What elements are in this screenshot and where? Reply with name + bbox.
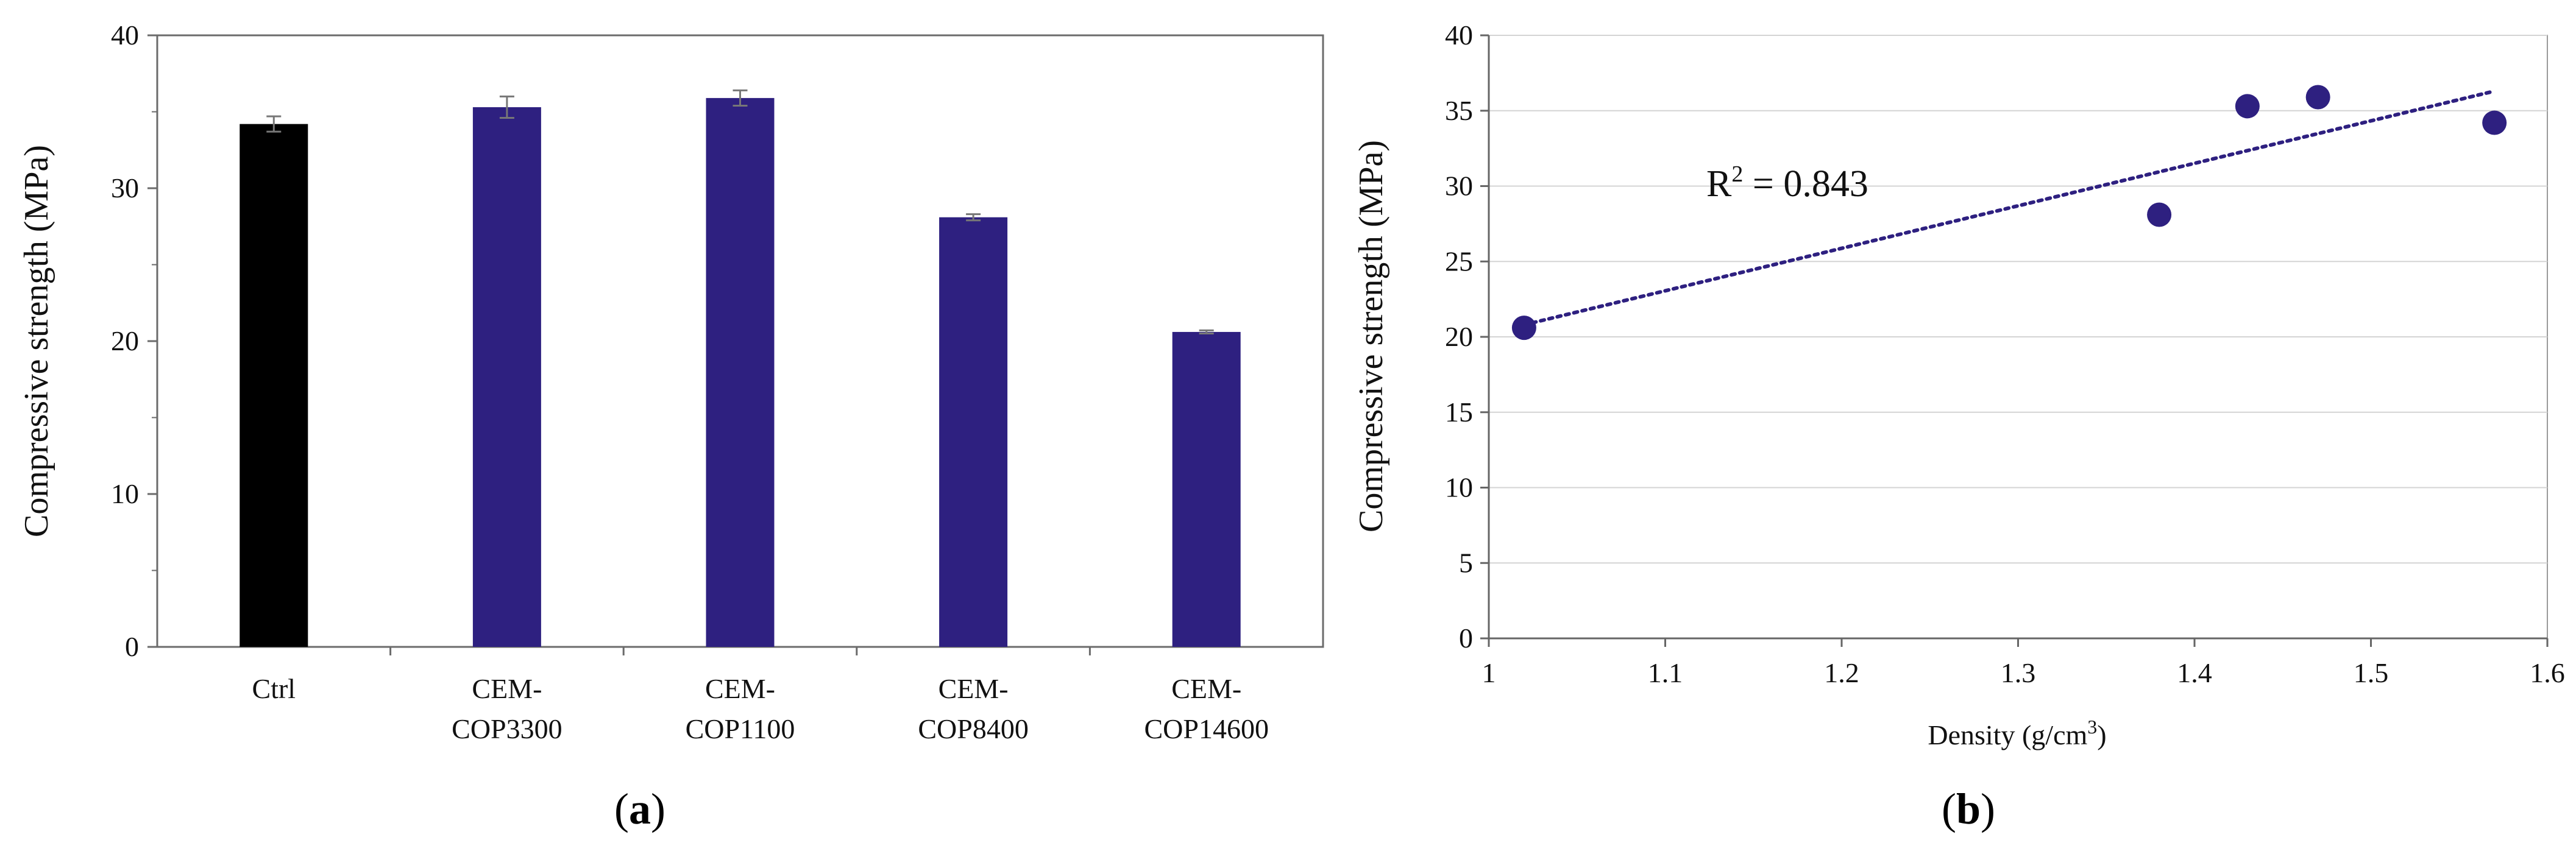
- bar: [472, 107, 541, 648]
- scatter-point: [1511, 316, 1536, 341]
- y-tick-label-b: 10: [1445, 472, 1473, 503]
- x-tick-label-a: CEM-: [472, 673, 542, 704]
- grid-b: [1488, 35, 2547, 640]
- x-tick-label-a: CEM-: [705, 673, 775, 704]
- x-tick-label-b: 1: [1482, 657, 1496, 688]
- x-tick-label-a: COP14600: [1144, 713, 1268, 744]
- bars-a: [240, 89, 1241, 648]
- x-tick-label-a: Ctrl: [252, 673, 296, 704]
- y-tick-label-b: 25: [1445, 245, 1473, 277]
- x-tick-label-a: CEM-: [939, 673, 1009, 704]
- bar: [939, 217, 1008, 647]
- scatter-chart-panel-b: 0 5 10 15 20 25 30 35 40 1 1.1 1.2 1.3 1.4 1.5 1.6 R2 …: [1352, 19, 2565, 833]
- x-tick-label-b: 1.5: [2354, 657, 2389, 688]
- y-tick-label-b: 15: [1445, 397, 1473, 428]
- bar: [706, 97, 775, 647]
- bar: [1172, 331, 1241, 647]
- x-axis-title-b: Density (g/cm3): [1928, 716, 2106, 750]
- bar-chart-panel-a: 0 10 20 30 40 Ctrl CEM- COP3300 CEM- COP1100 CEM-…: [18, 19, 1324, 833]
- y-ticks-b: 0 5 10 15 20 25 30 35 40: [1445, 19, 1489, 654]
- y-tick-label-a: 30: [111, 172, 139, 203]
- y-tick-label-b: 5: [1459, 547, 1473, 578]
- y-tick-label-b: 30: [1445, 171, 1473, 202]
- x-tick-label-a: CEM-: [1171, 673, 1241, 704]
- scatter-point: [2305, 85, 2330, 110]
- x-tick-label-b: 1.3: [2001, 657, 2036, 688]
- y-tick-label-b: 35: [1445, 95, 1473, 126]
- trendline-b: [1522, 89, 2497, 327]
- bar: [240, 124, 308, 647]
- x-tick-label-a: COP3300: [452, 713, 562, 744]
- y-tick-label-b: 20: [1445, 321, 1473, 352]
- x-tick-label-b: 1.6: [2530, 657, 2565, 688]
- x-tick-label-b: 1.4: [2177, 657, 2212, 688]
- y-axis-title-b: Compressive strength (MPa): [1352, 140, 1390, 532]
- x-tick-label-a: COP8400: [918, 713, 1028, 744]
- y-tick-label-a: 20: [111, 325, 139, 356]
- y-ticks-a: 0 10 20 30 40: [111, 19, 157, 662]
- panel-label-a: (a): [614, 785, 665, 833]
- points-b: [1511, 85, 2507, 341]
- y-tick-label-b: 0: [1459, 623, 1473, 654]
- x-ticks-a: Ctrl CEM- COP3300 CEM- COP1100 CEM- COP8400 CEM…: [252, 647, 1269, 744]
- x-tick-label-a: COP1100: [686, 713, 795, 744]
- scatter-point: [2235, 94, 2260, 119]
- y-tick-label-a: 10: [111, 478, 139, 509]
- panel-label-b: (b): [1942, 785, 1995, 833]
- y-tick-label-a: 0: [125, 631, 139, 662]
- r-squared-annotation: R2 = 0.843: [1706, 161, 1868, 205]
- y-tick-label-b: 40: [1445, 19, 1473, 51]
- y-axis-title-a: Compressive strength (MPa): [18, 145, 55, 537]
- x-tick-label-b: 1.1: [1648, 657, 1683, 688]
- x-tick-label-b: 1.2: [1824, 657, 1859, 688]
- trendline: [1522, 89, 2497, 327]
- y-tick-label-a: 40: [111, 19, 139, 51]
- scatter-point: [2147, 202, 2172, 227]
- scatter-point: [2482, 110, 2507, 135]
- x-ticks-b: 1 1.1 1.2 1.3 1.4 1.5 1.6: [1482, 638, 2565, 688]
